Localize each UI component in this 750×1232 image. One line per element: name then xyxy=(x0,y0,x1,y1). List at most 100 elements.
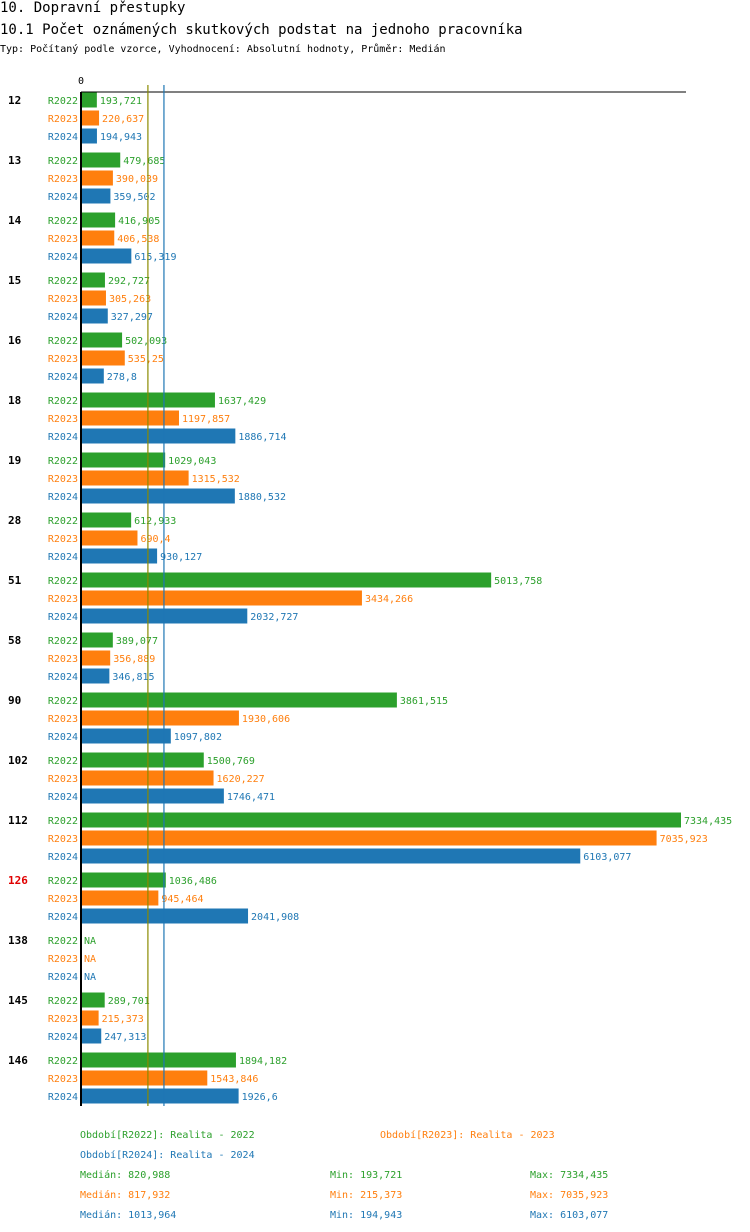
bar xyxy=(81,428,236,444)
data-label: NA xyxy=(84,972,96,983)
bar xyxy=(81,668,110,684)
series-label: R2023 xyxy=(48,894,78,905)
series-label: R2022 xyxy=(48,396,78,407)
bar xyxy=(81,710,239,726)
series-label: R2024 xyxy=(48,672,78,683)
data-label: 1926,6 xyxy=(242,1092,278,1103)
data-label: 2041,908 xyxy=(251,912,299,923)
group-label: 51 xyxy=(8,574,22,587)
data-label: 3434,266 xyxy=(365,594,413,605)
series-label: R2022 xyxy=(48,456,78,467)
group-label: 90 xyxy=(8,694,21,707)
bar xyxy=(81,752,204,768)
series-label: R2022 xyxy=(48,816,78,827)
data-label: 1620,227 xyxy=(217,774,265,785)
bar xyxy=(81,1070,208,1086)
bar xyxy=(81,230,115,246)
series-label: R2024 xyxy=(48,732,78,743)
data-label: 7334,435 xyxy=(684,816,732,827)
bar xyxy=(81,1010,99,1026)
bar xyxy=(81,512,132,528)
bar xyxy=(81,170,113,186)
data-label: 3861,515 xyxy=(400,696,448,707)
stat-max: Max: 7035,923 xyxy=(530,1190,608,1201)
group-label: 146 xyxy=(8,1054,28,1067)
data-label: 356,889 xyxy=(113,654,155,665)
data-label: 247,313 xyxy=(104,1032,146,1043)
group-label: 138 xyxy=(8,934,28,947)
bar xyxy=(81,548,158,564)
series-label: R2023 xyxy=(48,534,78,545)
group-label: 18 xyxy=(8,394,21,407)
data-label: 1197,857 xyxy=(182,414,230,425)
data-label: 305,263 xyxy=(109,294,151,305)
data-label: 945,464 xyxy=(161,894,203,905)
bar xyxy=(81,890,159,906)
data-label: NA xyxy=(84,954,96,965)
data-label: 289,701 xyxy=(108,996,150,1007)
bar xyxy=(81,812,681,828)
bar xyxy=(81,488,235,504)
series-label: R2023 xyxy=(48,714,78,725)
bar xyxy=(81,1088,239,1104)
axis-zero-label: 0 xyxy=(78,76,84,87)
data-label: 389,077 xyxy=(116,636,158,647)
series-label: R2022 xyxy=(48,636,78,647)
data-label: 1036,486 xyxy=(169,876,217,887)
series-label: R2024 xyxy=(48,432,78,443)
series-label: R2023 xyxy=(48,174,78,185)
series-label: R2024 xyxy=(48,252,78,263)
bar xyxy=(81,290,106,306)
series-label: R2024 xyxy=(48,972,78,983)
bar xyxy=(81,650,111,666)
bar xyxy=(81,692,397,708)
bar xyxy=(81,728,171,744)
series-label: R2023 xyxy=(48,774,78,785)
bar xyxy=(81,350,125,366)
bar xyxy=(81,572,492,588)
data-label: 1894,182 xyxy=(239,1056,287,1067)
data-label: 1500,769 xyxy=(207,756,255,767)
series-label: R2022 xyxy=(48,576,78,587)
series-label: R2022 xyxy=(48,156,78,167)
series-label: R2023 xyxy=(48,654,78,665)
series-label: R2022 xyxy=(48,516,78,527)
data-label: 346,815 xyxy=(112,672,154,683)
group-label: 28 xyxy=(8,514,21,527)
bar xyxy=(81,212,116,228)
data-label: 2032,727 xyxy=(250,612,298,623)
bar xyxy=(81,308,108,324)
stat-min: Min: 193,721 xyxy=(330,1170,402,1181)
data-label: 327,297 xyxy=(111,312,153,323)
series-label: R2023 xyxy=(48,1014,78,1025)
bar xyxy=(81,590,362,606)
data-label: 220,637 xyxy=(102,114,144,125)
bar xyxy=(81,128,97,144)
series-label: R2024 xyxy=(48,1092,78,1103)
stat-min: Min: 215,373 xyxy=(330,1190,402,1201)
series-label: R2023 xyxy=(48,234,78,245)
data-label: 1746,471 xyxy=(227,792,275,803)
bar xyxy=(81,248,132,264)
stat-max: Max: 7334,435 xyxy=(530,1170,608,1181)
data-label: 292,727 xyxy=(108,276,150,287)
data-label: 1880,532 xyxy=(238,492,286,503)
data-label: 193,721 xyxy=(100,96,142,107)
series-label: R2024 xyxy=(48,1032,78,1043)
data-label: 359,502 xyxy=(113,192,155,203)
series-label: R2023 xyxy=(48,1074,78,1085)
data-label: 406,538 xyxy=(117,234,159,245)
bar xyxy=(81,830,657,846)
stat-min: Min: 194,943 xyxy=(330,1210,402,1221)
bar xyxy=(81,410,179,426)
series-label: R2022 xyxy=(48,696,78,707)
series-label: R2024 xyxy=(48,852,78,863)
stat-median: Medián: 817,932 xyxy=(80,1189,170,1201)
data-label: 479,685 xyxy=(123,156,165,167)
bar xyxy=(81,1028,102,1044)
series-label: R2024 xyxy=(48,912,78,923)
series-label: R2022 xyxy=(48,936,78,947)
group-label: 19 xyxy=(8,454,21,467)
bar xyxy=(81,632,113,648)
group-label: 102 xyxy=(8,754,28,767)
